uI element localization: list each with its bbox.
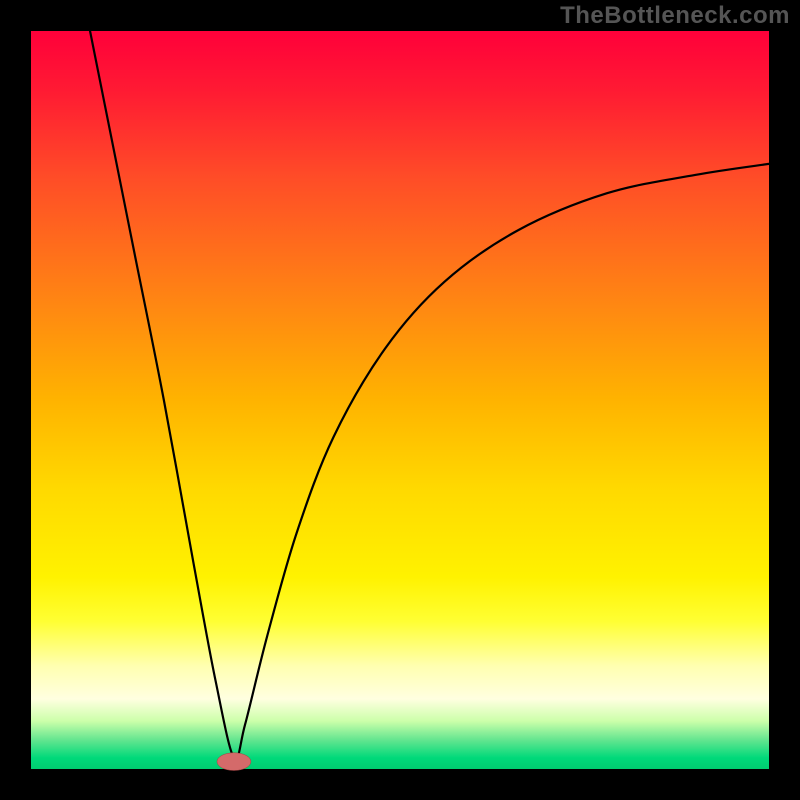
- bottleneck-chart: [0, 0, 800, 800]
- plot-area: [31, 31, 769, 769]
- watermark-text: TheBottleneck.com: [560, 2, 790, 30]
- chart-wrapper: TheBottleneck.com: [0, 0, 800, 800]
- optimal-point-marker: [217, 753, 251, 771]
